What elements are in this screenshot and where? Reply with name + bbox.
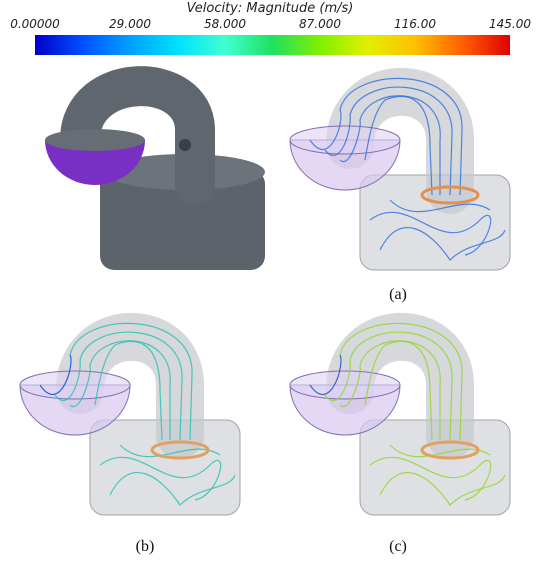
caption: (a)	[389, 286, 407, 304]
caption: (c)	[389, 538, 407, 556]
panels	[0, 0, 540, 562]
panel-a-streamlines	[290, 78, 510, 270]
panel-c-streamlines	[290, 323, 510, 515]
panel-b-streamlines	[20, 323, 240, 515]
figure: Velocity: Magnitude (m/s) 0.0000029.0005…	[0, 0, 540, 562]
caption: (b)	[136, 538, 155, 556]
panel-a-geometry	[45, 86, 265, 270]
